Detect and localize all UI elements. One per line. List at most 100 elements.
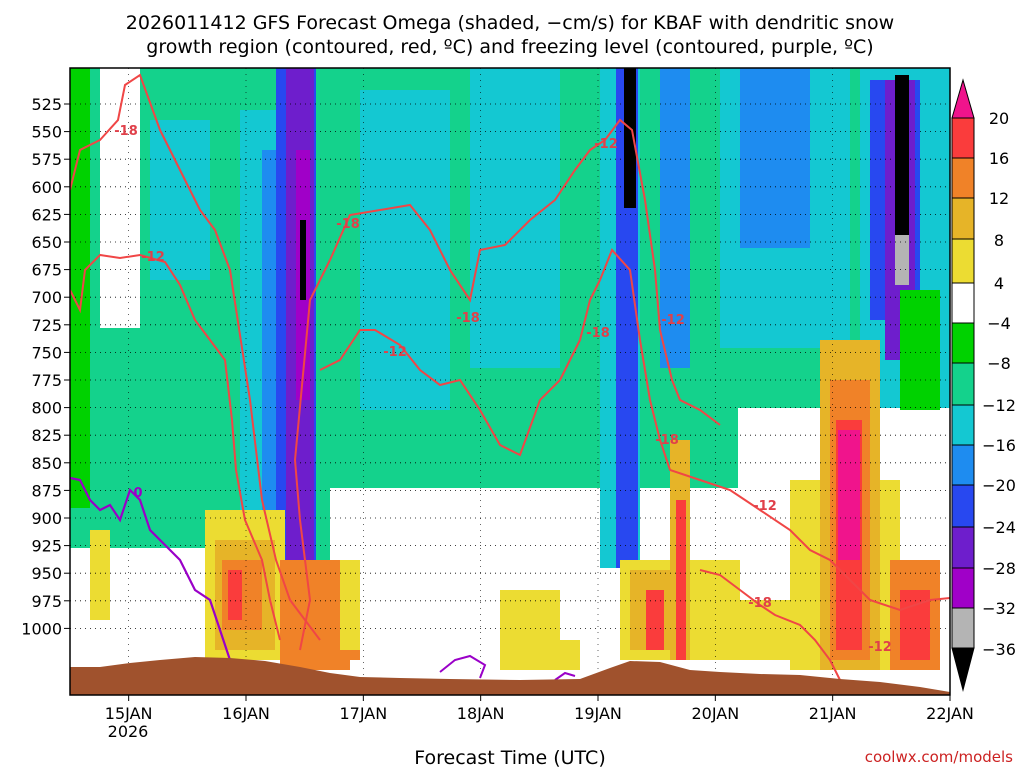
dotted-grid — [70, 68, 950, 695]
colorbar-label: −8 — [987, 354, 1011, 373]
colorbar: 20 16 12 8 4 −4 −8 −12 −16 −20 −24 −28 −32 −36 — [951, 78, 1016, 692]
terrain-fill — [70, 657, 950, 695]
omega-cell — [228, 570, 242, 620]
y-tick-label: 725 — [31, 316, 62, 335]
colorbar-cell — [951, 607, 975, 649]
colorbar-cell — [951, 444, 975, 486]
freezing-level-contour — [439, 654, 487, 679]
y-tick-label: 625 — [31, 205, 62, 224]
colorbar-label: 12 — [989, 189, 1009, 208]
x-tick-label: 16JAN — [222, 704, 270, 723]
colorbar-cell — [951, 526, 975, 569]
dendritic-contour-label: -18 — [655, 433, 679, 448]
omega-cell — [895, 235, 909, 285]
colorbar-label: −28 — [982, 559, 1016, 578]
freezing-level-contour — [70, 476, 232, 661]
colorbar-cell — [951, 322, 975, 364]
dendritic-contour-label: -18 — [748, 596, 772, 611]
dendritic-contour — [699, 569, 841, 681]
x-tick-label: 15JAN — [105, 704, 153, 723]
y-tick-label: 775 — [31, 371, 62, 390]
y-tick-label: 1000 — [21, 619, 62, 638]
colorbar-label: −24 — [982, 518, 1016, 537]
dendritic-contour — [70, 73, 321, 641]
y-tick-label: 600 — [31, 178, 62, 197]
colorbar-cell — [951, 197, 975, 240]
y-tick-label: 550 — [31, 123, 62, 142]
dendritic-contour-label: -18 — [456, 311, 480, 326]
omega-cell — [90, 530, 110, 620]
omega-cell — [150, 120, 210, 280]
colorbar-label: −36 — [982, 640, 1016, 659]
omega-cell — [70, 68, 90, 508]
y-tick-label: 950 — [31, 564, 62, 583]
colorbar-label: −20 — [982, 476, 1016, 495]
x-axis: 15JAN 16JAN 17JAN 18JAN 19JAN 20JAN 21JAN 22JAN — [105, 695, 974, 723]
dendritic-contour — [293, 118, 721, 651]
omega-cell — [624, 68, 636, 208]
dendritic-contour-label: -12 — [661, 313, 685, 328]
dendritic-contour-label: -12 — [383, 345, 407, 360]
y-tick-label: 975 — [31, 592, 62, 611]
colorbar-label: −4 — [987, 314, 1011, 333]
omega-cell — [360, 90, 450, 410]
colorbar-label: −12 — [982, 396, 1016, 415]
colorbar-cell — [951, 647, 975, 692]
x-tick-label: 19JAN — [574, 704, 622, 723]
omega-shading: -18 -12 -18 -12 -18 -12 -18 -12 -18 -12 -18 -12 0 — [70, 68, 950, 695]
y-tick-label: 800 — [31, 399, 62, 418]
x-tick-label: 22JAN — [926, 704, 974, 723]
colorbar-label: −16 — [982, 436, 1016, 455]
omega-cell — [300, 220, 306, 300]
omega-cell — [676, 500, 686, 660]
colorbar-label: 4 — [994, 274, 1004, 293]
plot-frame — [69, 67, 951, 696]
dendritic-contour-label: -12 — [594, 137, 618, 152]
y-axis: 525 550 575 600 625 650 675 700 725 750 775 800 825 8… — [21, 95, 70, 638]
y-tick-label: 575 — [31, 150, 62, 169]
omega-cell — [740, 68, 810, 248]
dendritic-contour-label: -18 — [336, 217, 360, 232]
colorbar-label: 20 — [989, 109, 1009, 128]
credit-text: coolwx.com/models — [865, 748, 1013, 766]
y-tick-label: 650 — [31, 233, 62, 252]
dendritic-contour-label: -12 — [753, 499, 777, 514]
x-tick-label: 21JAN — [809, 704, 857, 723]
x-tick-label: 20JAN — [691, 704, 739, 723]
y-tick-label: 750 — [31, 343, 62, 362]
omega-cell — [900, 290, 940, 410]
y-tick-label: 825 — [31, 426, 62, 445]
colorbar-cell — [951, 404, 975, 446]
colorbar-label: −32 — [982, 599, 1016, 618]
dendritic-contour-label: -12 — [141, 250, 165, 265]
colorbar-label: 16 — [989, 149, 1009, 168]
x-axis-year-label: 2026 — [108, 722, 149, 741]
colorbar-cell — [951, 157, 975, 199]
dendritic-contour — [70, 253, 281, 641]
omega-cell — [340, 560, 360, 650]
x-tick-label: 17JAN — [339, 704, 387, 723]
omega-cell — [646, 590, 664, 650]
freezing-contour-label: 0 — [133, 486, 142, 501]
y-tick-label: 925 — [31, 537, 62, 556]
dendritic-contour-label: -18 — [586, 326, 610, 341]
omega-cell — [540, 640, 580, 670]
y-tick-label: 700 — [31, 288, 62, 307]
colorbar-cell — [951, 238, 975, 284]
contour-lines: -18 -12 -18 -12 -18 -12 -18 -12 -18 -12 -18 -12 0 — [70, 73, 950, 681]
omega-cell — [895, 75, 909, 235]
colorbar-cell — [951, 117, 975, 159]
colorbar-cell — [951, 362, 975, 406]
dendritic-contour-label: -18 — [114, 124, 138, 139]
dendritic-contour — [319, 248, 950, 612]
colorbar-cell — [951, 567, 975, 609]
omega-cell — [838, 430, 860, 560]
dendritic-contour-label: -12 — [868, 640, 892, 655]
y-tick-label: 900 — [31, 509, 62, 528]
omega-cell — [660, 68, 690, 368]
colorbar-label: 8 — [994, 231, 1004, 250]
y-tick-label: 525 — [31, 95, 62, 114]
y-tick-label: 850 — [31, 454, 62, 473]
chart-title-line1: 2026011412 GFS Forecast Omega (shaded, −… — [126, 12, 894, 34]
